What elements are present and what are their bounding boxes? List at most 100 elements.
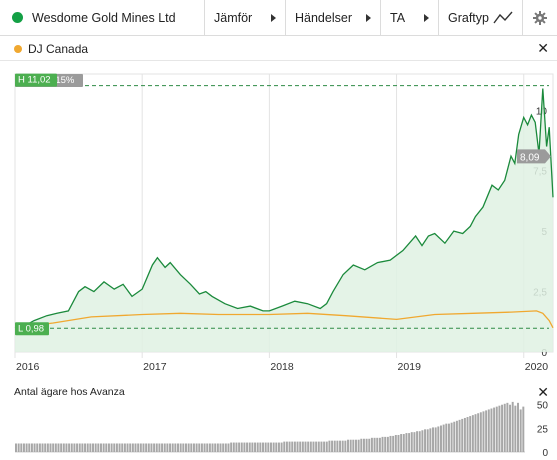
- owners-y-tick-label: 0: [542, 448, 548, 459]
- x-tick-label: 2020: [525, 361, 549, 373]
- owners-bar: [336, 440, 339, 452]
- charttype-menu-button[interactable]: Graftyp: [439, 0, 523, 36]
- owners-bar: [182, 443, 185, 452]
- owners-bar: [272, 442, 275, 452]
- owners-bar: [137, 443, 140, 452]
- owners-bar: [416, 431, 419, 452]
- owners-bar: [264, 442, 267, 452]
- owners-bar: [463, 417, 466, 452]
- owners-bar: [17, 443, 20, 452]
- owners-bar: [123, 443, 126, 452]
- owners-bar: [389, 435, 392, 452]
- owners-bar: [426, 429, 429, 452]
- owners-bar: [89, 443, 92, 452]
- owners-bar: [238, 442, 241, 452]
- owners-bar: [355, 439, 357, 452]
- line-chart-icon: [493, 11, 513, 23]
- owners-bar: [46, 443, 49, 452]
- owners-bar: [402, 434, 405, 452]
- owners-bar: [28, 443, 31, 452]
- owners-bar: [113, 443, 116, 452]
- owners-bar: [461, 418, 464, 452]
- owners-bar: [432, 427, 434, 452]
- compare-menu-button[interactable]: Jämför: [205, 0, 286, 36]
- owners-bar: [65, 443, 68, 452]
- owners-bar: [177, 443, 179, 452]
- owners-bar: [256, 442, 259, 452]
- owners-bar: [155, 443, 158, 452]
- owners-bar: [147, 443, 150, 452]
- owners-bar: [312, 441, 315, 452]
- owners-bar: [248, 442, 251, 452]
- owners-bar: [479, 412, 482, 452]
- owners-bar: [187, 443, 190, 452]
- caret-right-icon: [271, 13, 276, 22]
- owners-bar: [466, 417, 469, 452]
- owners-bar: [240, 442, 243, 452]
- price-chart[interactable]: 20162017201820192020107,552,50Utv. 420,1…: [0, 66, 557, 382]
- owners-bar: [341, 440, 344, 452]
- owners-bar: [206, 443, 209, 452]
- owners-bar: [453, 421, 456, 452]
- volume-title: Antal ägare hos Avanza: [14, 386, 125, 398]
- owners-bar: [299, 441, 302, 452]
- owners-bar: [277, 442, 280, 452]
- owners-bar: [447, 423, 450, 452]
- owners-bar: [445, 423, 448, 452]
- owners-bar: [458, 419, 461, 452]
- owners-bar: [227, 443, 230, 452]
- owners-chart: 50 25 0: [15, 401, 548, 459]
- events-menu-button[interactable]: Händelser: [286, 0, 381, 36]
- owners-bar: [362, 438, 365, 452]
- owners-bar: [62, 443, 65, 452]
- close-icon[interactable]: ✕: [537, 40, 549, 56]
- x-tick-label: 2016: [16, 361, 40, 373]
- x-tick-label: 2017: [143, 361, 167, 373]
- caret-right-icon: [366, 13, 371, 22]
- owners-bar: [320, 441, 323, 452]
- owners-bar: [384, 436, 387, 452]
- owners-bar: [288, 441, 291, 452]
- owners-bar: [52, 443, 55, 452]
- owners-bar: [307, 441, 310, 452]
- owners-bar: [107, 443, 110, 452]
- owners-bar: [304, 441, 307, 452]
- instrument-selector[interactable]: Wesdome Gold Mines Ltd: [0, 0, 205, 36]
- owners-bar: [192, 443, 195, 452]
- owners-bar: [15, 443, 17, 452]
- owners-bar: [81, 443, 84, 452]
- owners-bar: [506, 402, 509, 452]
- owners-bar: [301, 441, 304, 452]
- volume-header: Antal ägare hos Avanza ✕: [0, 384, 557, 400]
- owners-bar: [280, 442, 283, 452]
- owners-bar: [405, 433, 408, 452]
- last-value-label: 8,09: [520, 152, 540, 163]
- owners-bar: [344, 440, 347, 452]
- owners-bar: [44, 443, 47, 452]
- comparison-row: DJ Canada ✕: [0, 37, 557, 61]
- low-badge: L 0,98: [18, 323, 44, 334]
- owners-bar: [153, 443, 156, 452]
- comparison-color-dot: [14, 44, 22, 53]
- owners-bar: [161, 443, 164, 452]
- owners-bar: [442, 424, 445, 452]
- y-tick-label: 0: [541, 348, 547, 359]
- owners-bar: [222, 443, 225, 452]
- owners-bar: [357, 439, 360, 452]
- close-icon[interactable]: ✕: [537, 383, 549, 400]
- owners-bar: [105, 443, 108, 452]
- caret-right-icon: [424, 13, 429, 22]
- owners-bar: [493, 407, 496, 452]
- owners-bar: [38, 443, 41, 452]
- owners-bar: [22, 443, 25, 452]
- ta-menu-button[interactable]: TA: [381, 0, 439, 36]
- owners-bar: [78, 443, 81, 452]
- settings-button[interactable]: [523, 0, 557, 36]
- owners-bar: [179, 443, 182, 452]
- owners-bar: [262, 442, 264, 452]
- owners-bar: [84, 443, 87, 452]
- last-value-marker: [517, 149, 551, 164]
- owners-bar: [434, 427, 437, 452]
- owners-bar: [509, 404, 512, 452]
- owners-bar: [410, 432, 413, 452]
